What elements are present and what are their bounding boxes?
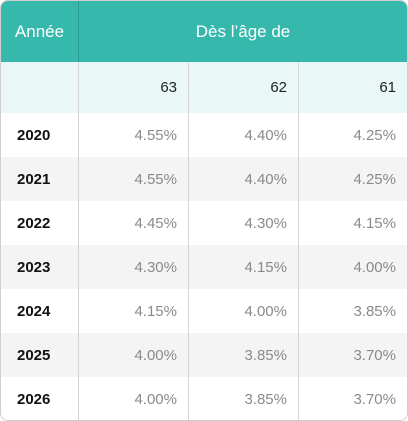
rate-cell: 3.85% — [244, 346, 287, 364]
year-cell: 2023 — [17, 258, 51, 276]
year-cell: 2022 — [17, 214, 51, 232]
rate-cell: 4.40% — [244, 170, 287, 188]
age-column-header: 61 — [379, 79, 396, 96]
rate-cell: 4.15% — [353, 214, 396, 232]
rate-cell: 4.25% — [353, 170, 396, 188]
age-column-header: 62 — [270, 79, 287, 96]
rate-cell: 4.00% — [353, 258, 396, 276]
year-cell: 2024 — [17, 302, 51, 320]
rate-cell: 4.15% — [134, 302, 177, 320]
year-cell: 2026 — [17, 390, 51, 408]
rate-cell: 4.00% — [244, 302, 287, 320]
rate-cell: 4.15% — [244, 258, 287, 276]
table-header-row: Année Dès l’âge de — [1, 1, 407, 62]
rate-cell: 4.30% — [134, 258, 177, 276]
year-cell: 2020 — [17, 126, 51, 144]
age-column-header: 63 — [160, 79, 177, 96]
column-divider — [78, 62, 79, 420]
column-divider — [188, 62, 189, 420]
rate-cell: 4.55% — [134, 170, 177, 188]
rate-cell: 3.70% — [353, 390, 396, 408]
year-cell: 2021 — [17, 170, 51, 188]
column-divider — [298, 62, 299, 420]
year-cell: 2025 — [17, 346, 51, 364]
table-row — [1, 245, 407, 289]
header-year: Année — [14, 21, 65, 41]
rate-cell: 3.85% — [353, 302, 396, 320]
rate-cell: 4.00% — [134, 346, 177, 364]
rate-cell: 4.40% — [244, 126, 287, 144]
rate-cell: 3.70% — [353, 346, 396, 364]
table-row — [1, 333, 407, 377]
rate-cell: 4.25% — [353, 126, 396, 144]
rate-cell: 4.30% — [244, 214, 287, 232]
rate-cell: 4.45% — [134, 214, 177, 232]
rate-cell: 4.55% — [134, 126, 177, 144]
table-row — [1, 157, 407, 201]
age-subheader-row: 63 62 61 — [1, 62, 407, 113]
header-divider — [78, 1, 79, 62]
rate-cell: 4.00% — [134, 390, 177, 408]
header-age-group: Dès l’âge de — [195, 21, 291, 41]
rate-cell: 3.85% — [244, 390, 287, 408]
